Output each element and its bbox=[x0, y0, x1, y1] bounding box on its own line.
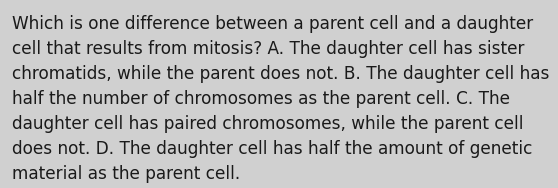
Text: Which is one difference between a parent cell and a daughter
cell that results f: Which is one difference between a parent… bbox=[12, 15, 550, 183]
